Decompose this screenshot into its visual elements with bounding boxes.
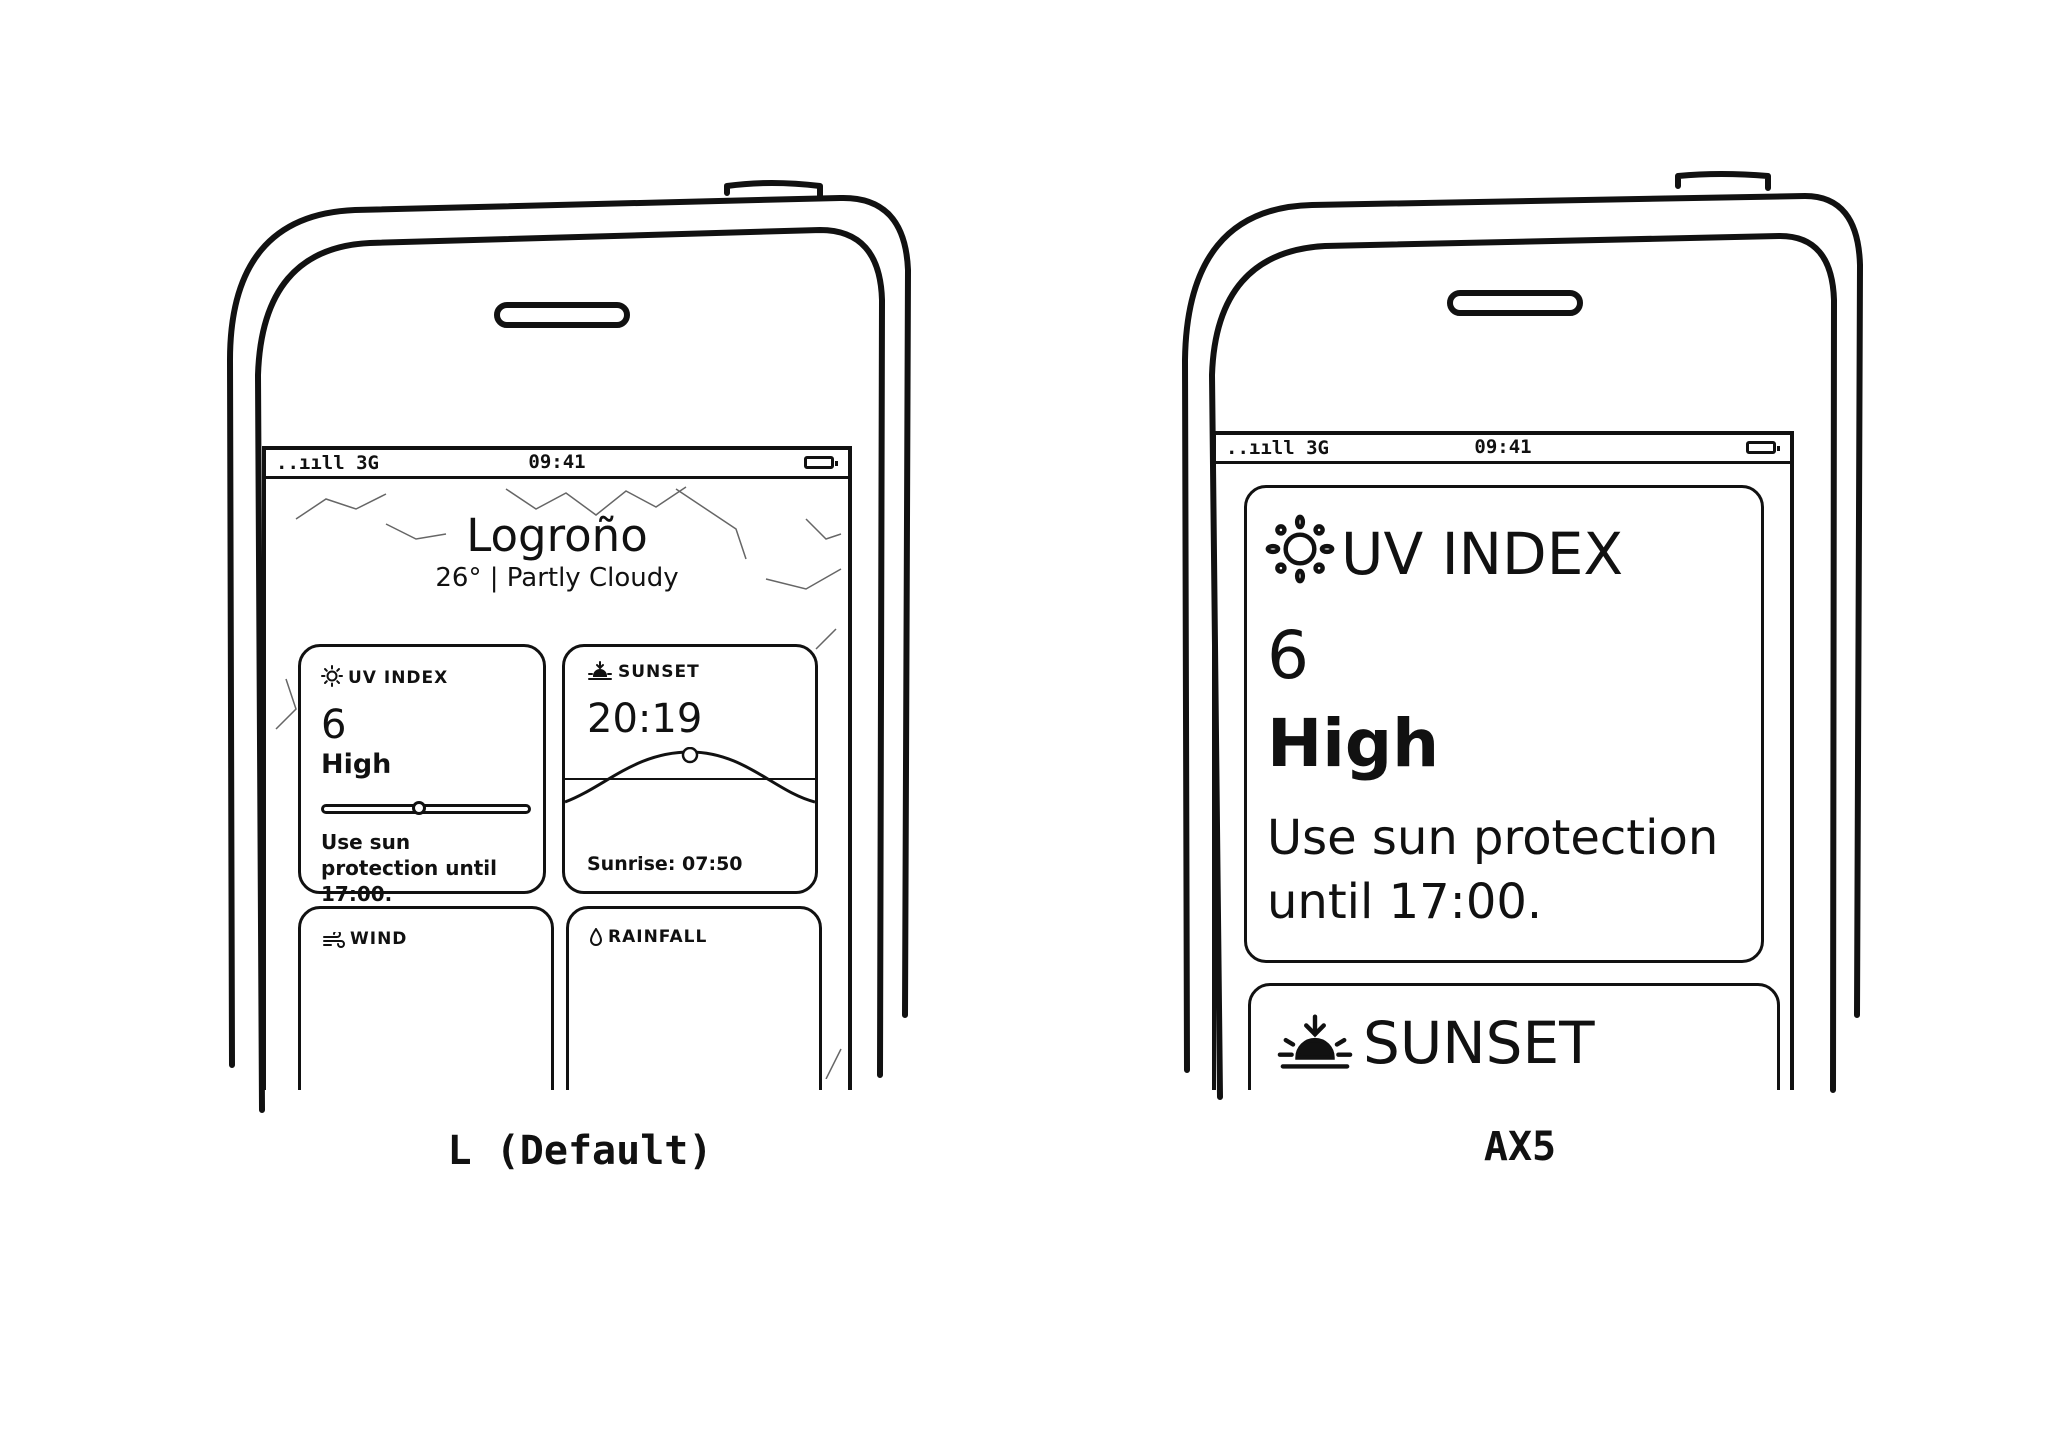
uv-card-title: UV INDEX <box>321 665 448 688</box>
sun-icon <box>1265 514 1335 584</box>
uv-card-title: UV INDEX <box>1265 514 1623 587</box>
sunset-card-label: SUNSET <box>1363 1009 1595 1077</box>
sunset-card-label: SUNSET <box>618 662 700 682</box>
uv-index-card[interactable]: UV INDEX 6 High Use sun protection until… <box>1244 485 1764 963</box>
screen-default: ..ııll 3G 09:41 Logroño 26° | Partly Clo… <box>262 446 852 1090</box>
current-conditions: 26° | Partly Cloudy <box>435 563 679 593</box>
sunset-icon <box>1277 1014 1353 1069</box>
wind-card-label: WIND <box>350 929 408 949</box>
sunset-card[interactable]: SUNSET 20:19 Sunrise: 07:50 <box>562 644 818 894</box>
uv-level-indicator <box>412 801 426 815</box>
wind-card[interactable]: WIND <box>298 906 554 1090</box>
uv-advice: Use sun protection until 17:00. <box>321 830 498 906</box>
sunset-card[interactable]: SUNSET <box>1248 983 1780 1090</box>
uv-level: High <box>321 749 392 780</box>
raindrop-icon <box>589 927 603 946</box>
status-bar: ..ııll 3G 09:41 <box>1216 435 1790 464</box>
signal-indicator: ..ııll 3G <box>1226 437 1329 459</box>
uv-advice: Use sun protection until 17:00. <box>1267 810 1719 930</box>
uv-level-bar <box>321 804 531 814</box>
rainfall-card[interactable]: RAINFALL <box>566 906 822 1090</box>
uv-level: High <box>1267 705 1440 782</box>
wind-icon <box>323 930 345 948</box>
uv-card-label: UV INDEX <box>1341 520 1624 588</box>
caption-ax5: AX5 <box>1483 1124 1557 1170</box>
sun-icon <box>321 665 343 687</box>
map-background <box>275 486 842 1079</box>
signal-indicator: ..ııll 3G <box>276 452 379 474</box>
caption-default: L (Default) <box>447 1128 713 1174</box>
wind-card-title: WIND <box>323 929 407 949</box>
status-bar: ..ııll 3G 09:41 <box>266 450 848 479</box>
sunset-time: 20:19 <box>587 696 703 742</box>
rainfall-card-title: RAINFALL <box>589 927 707 947</box>
sunset-icon <box>588 661 612 680</box>
screen-ax5: ..ııll 3G 09:41 UV INDEX 6 High Use sun … <box>1212 431 1794 1090</box>
status-time: 09:41 <box>1474 436 1532 458</box>
city-name: Logroño <box>466 509 648 562</box>
uv-index-card[interactable]: UV INDEX 6 High Use sun protection until… <box>298 644 546 906</box>
battery-icon <box>804 456 838 469</box>
status-time: 09:41 <box>528 451 586 473</box>
sunset-card-title: SUNSET <box>587 661 700 682</box>
uv-value: 6 <box>321 702 347 748</box>
sun-path-chart <box>565 747 815 804</box>
sunrise-time: Sunrise: 07:50 <box>587 853 743 875</box>
uv-value: 6 <box>1267 617 1309 694</box>
sunset-card-title: SUNSET <box>1277 1010 1595 1076</box>
uv-card-label: UV INDEX <box>348 668 449 688</box>
battery-icon <box>1746 441 1780 454</box>
location-header: Logroño 26° | Partly Cloudy <box>266 510 848 594</box>
rainfall-card-label: RAINFALL <box>608 927 708 947</box>
